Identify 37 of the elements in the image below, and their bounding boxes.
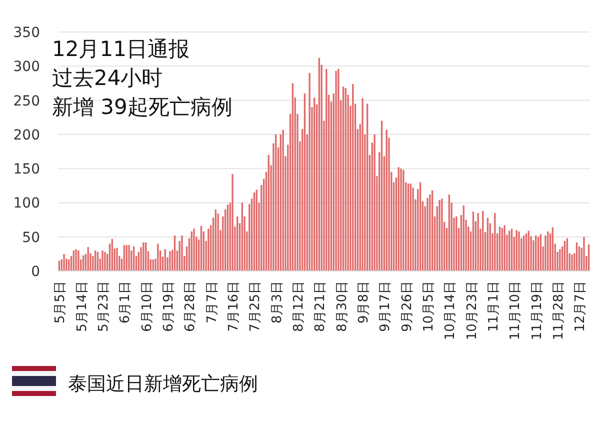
x-tick-label: 8月3日 (270, 281, 285, 324)
x-tick-label: 10月5日 (422, 281, 437, 332)
y-tick-label: 200 (13, 127, 40, 144)
y-tick-label: 350 (13, 25, 40, 41)
x-tick-label: 6月10日 (140, 281, 155, 332)
x-tick-label: 8月30日 (334, 281, 350, 332)
x-tick-label: 7月7日 (204, 281, 220, 324)
x-tick-label: 8月12日 (292, 281, 307, 332)
x-tick-label: 7月25日 (248, 281, 264, 332)
x-tick-label: 11月28日 (552, 281, 566, 340)
x-tick-label: 5月5日 (53, 281, 68, 324)
y-tick-label: 150 (13, 162, 40, 178)
x-tick-label: 10月23日 (464, 281, 480, 340)
y-tick-label: 250 (13, 93, 40, 110)
text: 过去24小时 (52, 66, 163, 90)
x-tick-label: 5月14日 (74, 281, 90, 332)
x-tick-label: 11月19日 (530, 281, 545, 340)
x-tick-label: 5月23日 (96, 281, 112, 332)
x-tick-label: 6月1日 (118, 281, 134, 324)
x-tick-label: 8月21日 (313, 281, 328, 332)
y-tick-label: 50 (22, 230, 40, 246)
x-tick-label: 6月28日 (183, 281, 198, 332)
y-tick-label: 100 (13, 196, 40, 212)
x-tick-label: 9月8日 (356, 281, 372, 324)
text: 泰国近日新增死亡病例 (68, 373, 258, 395)
x-tick-label: 11月1日 (486, 281, 502, 332)
chart-title: 12月11日通报 (52, 37, 190, 61)
x-tick-label: 11月10日 (508, 281, 524, 340)
annotation: 新增 39起死亡病例 (52, 95, 232, 119)
x-tick-label: 9月26日 (400, 281, 415, 332)
y-tick-label: 0 (31, 264, 40, 280)
x-tick-label: 7月16日 (226, 281, 242, 332)
x-tick-label: 12月7日 (573, 281, 588, 332)
x-tick-label: 10月14日 (443, 281, 458, 340)
x-tick-label: 9月17日 (378, 281, 394, 332)
x-tick-label: 6月19日 (162, 281, 177, 332)
y-tick-label: 300 (13, 59, 40, 76)
